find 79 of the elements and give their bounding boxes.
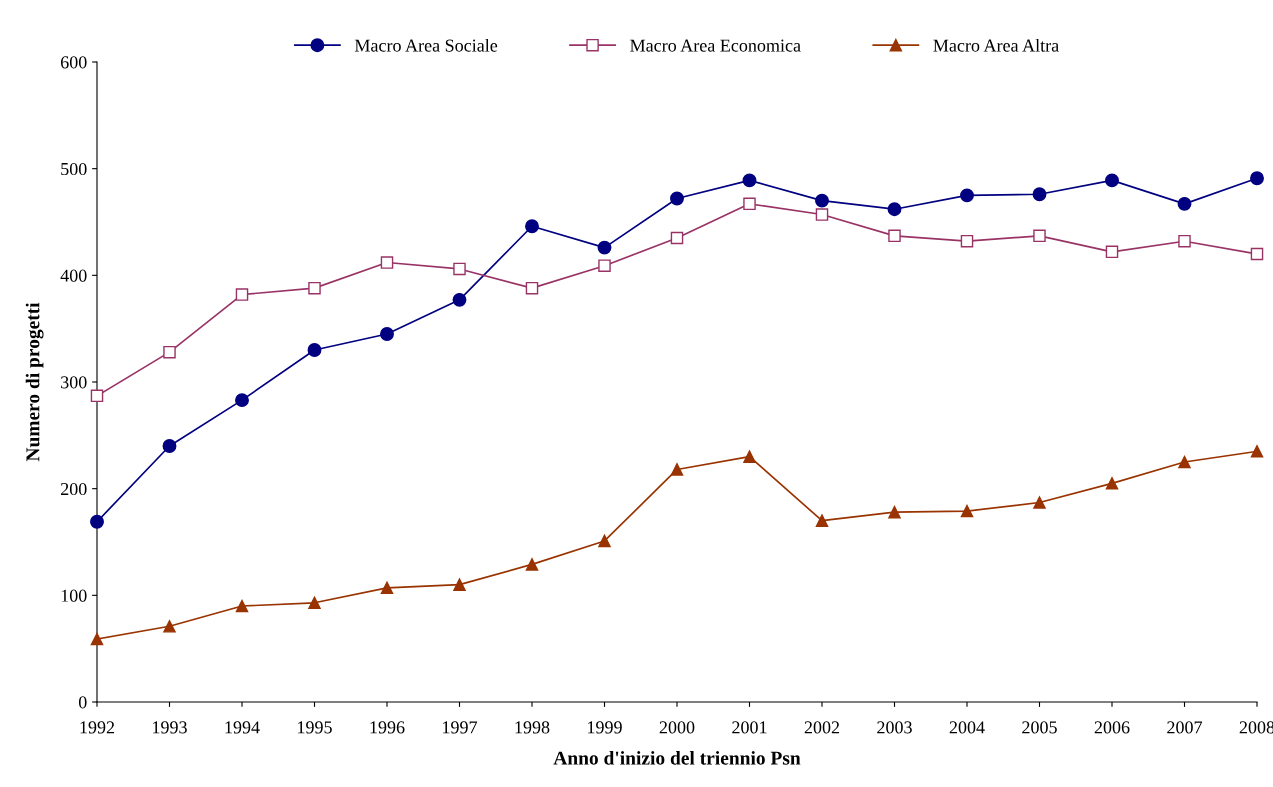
x-tick-label: 1995 [298,721,332,734]
y-tick-label: 200 [60,482,87,496]
x-tick-label: 2002 [804,721,840,734]
point [597,240,612,255]
point [1105,245,1119,259]
point [888,505,901,519]
x-tick-label: 2007 [1167,721,1203,734]
x-axis-title: Anno d'inizio del triennio Psn [553,751,801,765]
x-tick-label: 1996 [370,721,405,734]
point [743,450,756,463]
point [525,219,539,234]
x-tick-label: 2006 [1094,721,1130,734]
point [1177,196,1192,211]
point [380,256,394,269]
point [670,231,684,245]
x-tick-label: 2001 [732,721,767,734]
point [1250,445,1264,458]
point [525,281,539,295]
x-tick-label: 1997 [443,721,478,734]
x-tick-label: 2000 [659,721,695,734]
x-tick-label: 1998 [515,721,550,734]
point [1033,496,1046,509]
point [235,288,249,301]
point [525,558,539,571]
y-tick-label: 100 [61,589,87,602]
point [598,259,611,272]
point [453,578,466,591]
y-axis-title: Numero di progetti [25,302,44,462]
point [90,389,104,403]
point [163,345,176,359]
point [1250,171,1264,186]
point [1250,247,1264,261]
point [1105,173,1119,188]
x-tick-label: 2005 [1022,721,1057,734]
point [1105,477,1119,490]
point [670,191,684,206]
y-tick-label: 400 [60,269,87,282]
point [887,202,902,217]
point [670,463,684,476]
point [380,327,394,341]
x-tick-label: 1992 [80,721,115,734]
point [308,596,321,610]
y-tick-label: 300 [61,376,87,389]
point [307,343,322,357]
point [90,514,104,529]
legend-label: Macro Area Altra [933,38,1059,52]
y-tick-label: 600 [60,56,87,69]
point [308,281,321,295]
point [235,599,249,613]
point [380,581,394,595]
point [235,393,249,408]
x-tick-label: 1999 [588,721,622,734]
x-tick-label: 1993 [153,721,187,734]
point [1178,234,1191,248]
point [1032,187,1047,202]
point [815,514,829,527]
point [162,439,177,453]
point [598,534,611,548]
point [163,620,176,633]
x-tick-label: 2004 [949,721,985,734]
point [742,173,757,188]
point [1033,229,1046,243]
point [960,504,974,518]
point [743,197,756,211]
point [960,234,974,248]
y-tick-label: 500 [61,162,87,176]
point [452,292,467,307]
point [815,208,829,221]
legend-label: Macro Area Sociale [354,38,498,52]
legend-label: Macro Area Economica [630,39,801,52]
x-tick-label: 2003 [877,721,912,734]
point [960,188,974,203]
x-tick-label: 1994 [225,721,260,734]
point [90,632,104,646]
point [888,229,901,243]
point [815,193,829,208]
point [1178,455,1191,469]
point [453,262,466,276]
y-tick-label: 0 [78,696,87,709]
